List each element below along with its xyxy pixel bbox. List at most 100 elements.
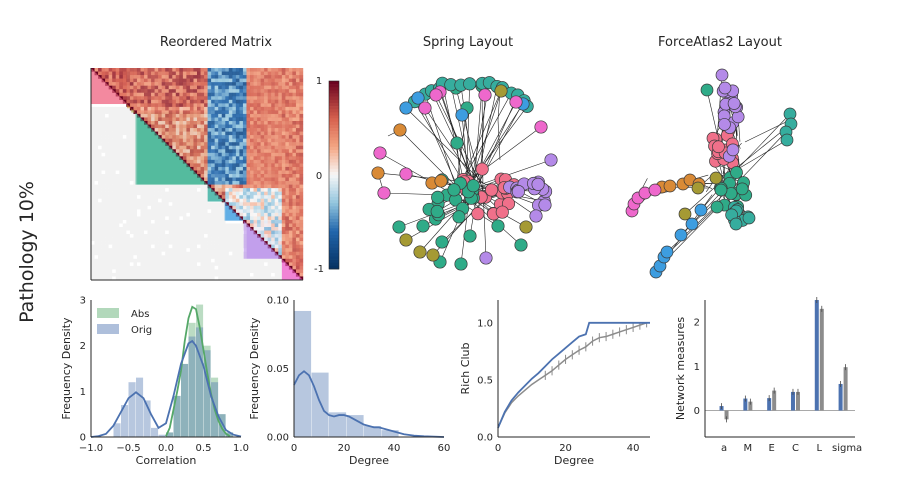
- matrix-cell: [186, 78, 191, 83]
- matrix-cell: [204, 170, 208, 175]
- matrix-cell: [91, 269, 95, 274]
- matrix-cell: [250, 145, 254, 150]
- node: [485, 183, 499, 197]
- matrix-cell: [98, 68, 102, 72]
- matrix-cell: [179, 89, 184, 93]
- matrix-cell: [292, 223, 297, 228]
- matrix-cell: [101, 234, 106, 238]
- matrix-cell: [218, 174, 222, 178]
- matrix-cell: [126, 85, 131, 90]
- matrix-cell: [281, 121, 286, 125]
- matrix-cell: [267, 174, 272, 178]
- matrix-cell: [112, 131, 116, 136]
- matrix-cell: [228, 258, 233, 263]
- matrix-cell: [101, 128, 106, 132]
- matrix-cell: [264, 177, 268, 182]
- matrix-cell: [136, 71, 141, 76]
- matrix-cell: [239, 265, 244, 270]
- matrix-cell: [267, 106, 272, 111]
- matrix-cell: [200, 244, 205, 249]
- matrix-cell: [175, 269, 180, 274]
- matrix-cell: [242, 177, 247, 182]
- matrix-cell: [98, 191, 102, 196]
- matrix-cell: [292, 128, 297, 132]
- matrix-cell: [189, 96, 194, 100]
- matrix-cell: [260, 276, 265, 281]
- category-label: M: [744, 443, 753, 454]
- matrix-cell: [161, 121, 166, 125]
- matrix-cell: [154, 117, 159, 122]
- matrix-cell: [115, 82, 120, 86]
- matrix-cell: [267, 110, 272, 115]
- matrix-cell: [218, 152, 222, 157]
- matrix-cell: [108, 184, 113, 189]
- matrix-cell: [232, 142, 237, 146]
- matrix-cell: [299, 128, 304, 132]
- x-tick-label: 0.0: [158, 443, 174, 454]
- matrix-cell: [189, 269, 194, 274]
- matrix-cell: [154, 276, 159, 281]
- matrix-cell: [228, 71, 233, 76]
- matrix-cell: [274, 205, 279, 210]
- matrix-cell: [168, 188, 173, 192]
- matrix-cell: [126, 191, 131, 196]
- matrix-cell: [221, 152, 226, 157]
- matrix-cell: [189, 99, 194, 104]
- matrix-cell: [271, 131, 275, 136]
- matrix-cell: [115, 85, 120, 90]
- matrix-cell: [147, 241, 152, 245]
- matrix-cell: [122, 234, 127, 238]
- matrix-cell: [242, 85, 247, 90]
- matrix-cell: [235, 166, 240, 171]
- matrix-cell: [239, 68, 244, 72]
- matrix-cell: [91, 124, 95, 129]
- matrix-cell: [257, 103, 261, 108]
- matrix-cell: [133, 184, 138, 189]
- matrix-cell: [253, 265, 258, 270]
- matrix-cell: [218, 124, 222, 129]
- matrix-cell: [274, 106, 279, 111]
- matrix-cell: [105, 110, 109, 115]
- matrix-cell: [267, 230, 272, 235]
- matrix-cell: [189, 152, 194, 157]
- matrix-cell: [136, 269, 141, 274]
- matrix-cell: [98, 272, 102, 277]
- matrix-cell: [151, 276, 155, 281]
- matrix-cell: [257, 68, 261, 72]
- matrix-cell: [115, 121, 120, 125]
- matrix-cell: [200, 269, 205, 274]
- matrix-cell: [126, 159, 131, 164]
- matrix-cell: [235, 276, 240, 281]
- matrix-cell: [260, 152, 265, 157]
- matrix-cell: [288, 191, 293, 196]
- matrix-cell: [115, 276, 120, 281]
- matrix-cell: [172, 131, 176, 136]
- matrix-cell: [119, 191, 123, 196]
- colorbar-frame: [328, 80, 340, 270]
- matrix-cell: [235, 145, 240, 150]
- matrix-cell: [154, 188, 159, 192]
- matrix-cell: [105, 230, 109, 235]
- matrix-cell: [239, 145, 244, 150]
- matrix-cell: [189, 251, 194, 256]
- matrix-cell: [115, 117, 120, 122]
- matrix-cell: [172, 124, 176, 129]
- matrix-cell: [218, 223, 222, 228]
- matrix-cell: [225, 106, 229, 111]
- matrix-cell: [246, 138, 251, 143]
- matrix-cell: [288, 227, 293, 231]
- matrix-cell: [218, 71, 222, 76]
- y-axis-label: Network measures: [674, 317, 687, 420]
- matrix-cell: [200, 75, 205, 79]
- matrix-cell: [101, 142, 106, 146]
- y-tick-label: 0.05: [267, 364, 289, 375]
- matrix-cell: [115, 89, 120, 93]
- matrix-cell: [278, 131, 282, 136]
- matrix-cell: [253, 96, 258, 100]
- matrix-cell: [214, 265, 219, 270]
- matrix-cell: [193, 145, 198, 150]
- matrix-cell: [253, 223, 258, 228]
- matrix-cell: [232, 269, 237, 274]
- matrix-cell: [101, 216, 106, 221]
- matrix-cell: [271, 106, 275, 111]
